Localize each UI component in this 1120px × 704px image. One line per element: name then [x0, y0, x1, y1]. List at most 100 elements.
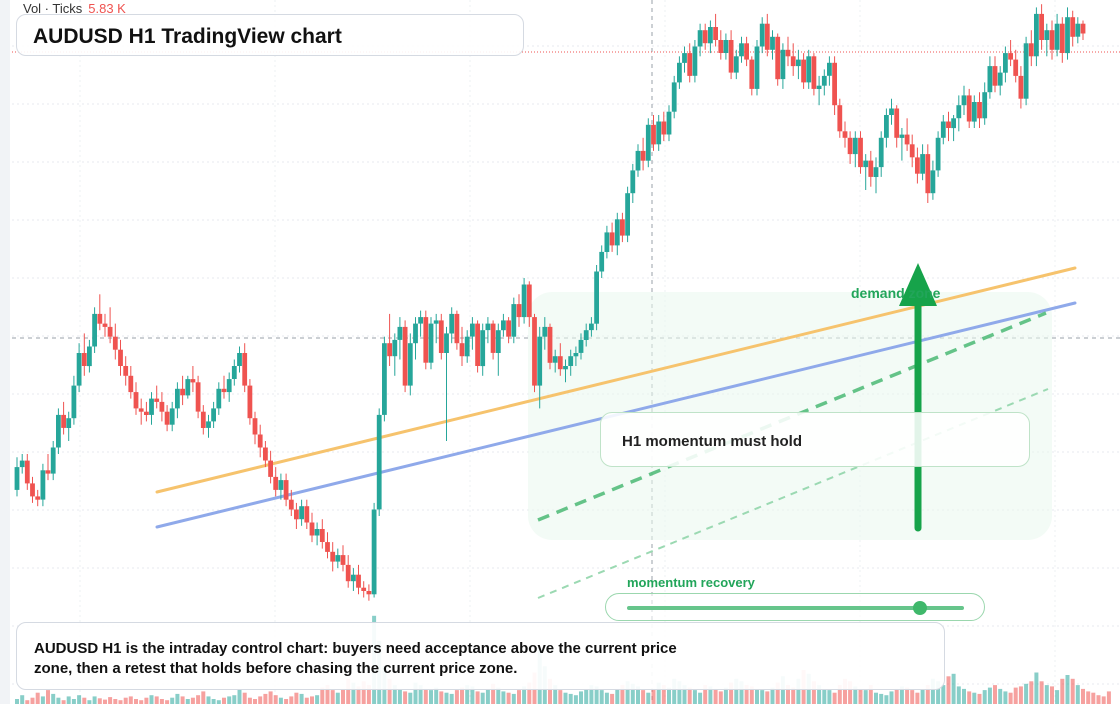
- candle-body: [790, 56, 796, 67]
- candle-body: [806, 56, 812, 83]
- momentum-recovery-slider[interactable]: [605, 593, 985, 621]
- candle-body: [542, 326, 548, 337]
- candle-body: [102, 323, 108, 327]
- candle-body: [314, 529, 320, 536]
- volume-bar: [361, 681, 366, 704]
- candle-body: [526, 284, 532, 318]
- candle-body: [796, 59, 801, 67]
- candle-body: [475, 323, 480, 366]
- candle-body: [56, 414, 61, 448]
- candle-body: [35, 496, 41, 500]
- candle-body: [987, 66, 993, 93]
- volume-legend-label: Vol · Ticks: [23, 1, 83, 16]
- volume-bar: [1106, 691, 1111, 704]
- volume-bar: [1003, 691, 1008, 704]
- volume-bar: [1050, 686, 1054, 704]
- volume-bar: [1008, 692, 1013, 704]
- volume-bar: [651, 688, 656, 704]
- volume-bar: [791, 687, 796, 704]
- volume-bar: [734, 678, 739, 704]
- candle-body: [966, 95, 972, 122]
- candle-body: [997, 72, 1003, 86]
- volume-bar: [480, 692, 485, 704]
- volume-bar: [299, 693, 304, 704]
- volume-legend: Vol · Ticks 5.83 K: [23, 1, 126, 16]
- candle-body: [1054, 23, 1060, 50]
- title-panel: AUDUSD H1 TradingView chart: [16, 14, 524, 56]
- candle-body: [454, 313, 460, 344]
- candle-body: [304, 506, 310, 523]
- momentum-arrow-head: [899, 263, 937, 306]
- candle-body: [713, 27, 718, 40]
- candle-body: [723, 40, 729, 53]
- candle-body: [309, 522, 315, 536]
- candle-body: [464, 336, 470, 357]
- candle-body: [868, 160, 874, 177]
- volume-bar: [284, 699, 289, 704]
- volume-bar: [692, 690, 697, 704]
- candle-body: [345, 564, 351, 582]
- volume-legend-value: 5.83 K: [88, 1, 126, 16]
- volume-bar: [289, 696, 294, 704]
- volume-bar: [134, 699, 138, 704]
- volume-bar: [149, 695, 154, 704]
- candle-body: [671, 82, 677, 112]
- candle-body: [739, 43, 744, 57]
- candle-body: [733, 56, 739, 73]
- candle-body: [677, 62, 682, 83]
- volume-bar: [1086, 691, 1091, 704]
- volume-bar: [403, 691, 408, 704]
- candle-body: [1018, 75, 1024, 99]
- momentum-recovery-thumb[interactable]: [913, 601, 928, 615]
- volume-bar: [1039, 681, 1044, 704]
- candle-body: [128, 375, 134, 393]
- volume-bar: [843, 678, 847, 704]
- volume-bar: [589, 685, 594, 704]
- candle-body: [231, 366, 237, 379]
- candle-body: [1034, 13, 1039, 57]
- volume-bar: [930, 678, 935, 704]
- candle-body: [651, 124, 656, 145]
- volume-bar: [128, 696, 133, 704]
- volume-bar: [946, 676, 951, 704]
- candle-body: [30, 483, 35, 497]
- volume-bar: [66, 696, 71, 704]
- candle-body: [19, 460, 25, 468]
- volume-bar: [356, 686, 361, 704]
- candle-body: [645, 124, 651, 161]
- volume-bar: [1029, 681, 1034, 704]
- candle-body: [578, 339, 584, 353]
- volume-bar: [729, 682, 734, 704]
- candle-body: [708, 27, 713, 44]
- momentum-recovery-track: [627, 606, 964, 610]
- candle-body: [195, 382, 201, 412]
- volume-bar: [630, 683, 635, 704]
- volume-bar: [594, 686, 599, 704]
- volume-bar: [723, 687, 728, 704]
- volume-bar: [366, 685, 371, 704]
- volume-bar: [1013, 687, 1018, 704]
- candle-body: [144, 411, 149, 415]
- volume-bar: [268, 691, 273, 704]
- candle-body: [407, 343, 413, 386]
- volume-bar: [25, 700, 30, 704]
- candle-body: [858, 137, 863, 168]
- candle-body: [226, 379, 232, 393]
- volume-bar: [786, 685, 790, 704]
- candle-body: [76, 353, 82, 386]
- volume-bar: [972, 692, 977, 704]
- volume-bar: [87, 700, 92, 704]
- candle-body: [495, 330, 501, 353]
- volume-bar: [1060, 678, 1065, 704]
- volume-bar: [139, 700, 144, 704]
- candle-body: [263, 447, 268, 461]
- volume-bar: [698, 692, 703, 704]
- candle-body: [97, 313, 103, 324]
- candle-body: [169, 408, 175, 425]
- candle-body: [759, 23, 765, 47]
- candle-body: [50, 447, 56, 474]
- candle-body: [438, 320, 444, 353]
- candle-body: [1075, 23, 1081, 37]
- volume-bar: [832, 692, 837, 704]
- candle-body: [257, 434, 263, 448]
